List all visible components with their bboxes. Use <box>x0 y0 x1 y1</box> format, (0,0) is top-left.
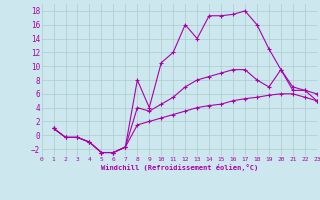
X-axis label: Windchill (Refroidissement éolien,°C): Windchill (Refroidissement éolien,°C) <box>100 164 258 171</box>
